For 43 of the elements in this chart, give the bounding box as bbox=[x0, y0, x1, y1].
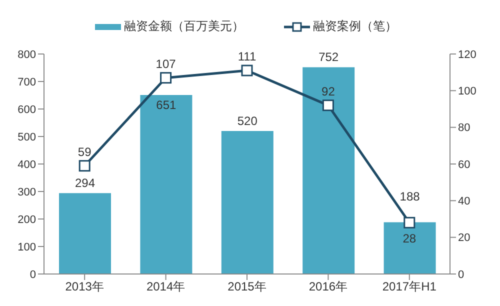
bar bbox=[302, 67, 355, 274]
y2-tick-label: 40 bbox=[458, 196, 470, 208]
y2-tick-label: 80 bbox=[458, 122, 470, 134]
y-tick-label: 300 bbox=[18, 186, 36, 198]
y2-tick-label: 0 bbox=[458, 268, 464, 281]
data-label: 28 bbox=[402, 232, 416, 246]
data-label: 188 bbox=[400, 189, 420, 204]
x-tick-label: 2015年 bbox=[228, 280, 266, 294]
data-label: 294 bbox=[74, 176, 96, 190]
data-label: 752 bbox=[318, 50, 339, 64]
y2-tick-label: 100 bbox=[458, 86, 476, 98]
data-label: 651 bbox=[156, 98, 177, 112]
y2-tick-label: 60 bbox=[458, 158, 470, 171]
y-tick-label: 200 bbox=[18, 214, 36, 226]
y-tick-label: 400 bbox=[18, 158, 36, 171]
bar bbox=[140, 94, 192, 274]
x-tick-label: 2017年H1 bbox=[382, 280, 437, 294]
y-tick-label: 700 bbox=[18, 76, 36, 88]
data-label: 92 bbox=[322, 84, 336, 98]
y-tick-label: 100 bbox=[18, 241, 36, 254]
bar bbox=[59, 193, 111, 274]
point bbox=[322, 100, 334, 112]
data-label: 59 bbox=[78, 144, 92, 159]
bar bbox=[384, 222, 436, 274]
y-tick-label: 800 bbox=[18, 48, 36, 61]
data-label: 107 bbox=[156, 56, 176, 71]
point bbox=[241, 64, 253, 76]
y-tick-label: 500 bbox=[18, 131, 36, 144]
x-tick-label: 2014年 bbox=[146, 280, 186, 294]
bar bbox=[221, 131, 274, 274]
point bbox=[160, 72, 172, 84]
data-label: 520 bbox=[237, 114, 258, 128]
y-tick-label: 600 bbox=[18, 104, 36, 116]
point bbox=[404, 216, 416, 228]
y-tick-label: 0 bbox=[30, 268, 36, 281]
x-tick-label: 2016年 bbox=[308, 280, 348, 294]
y2-tick-label: 120 bbox=[458, 48, 476, 61]
y2-tick-label: 20 bbox=[458, 232, 470, 244]
legend-label: 融资案例（笔） bbox=[313, 18, 397, 35]
point bbox=[78, 160, 90, 172]
x-tick-label: 2013年 bbox=[65, 280, 104, 294]
data-label: 111 bbox=[238, 50, 256, 64]
legend-label: 融资金额（百万美元） bbox=[124, 18, 244, 35]
